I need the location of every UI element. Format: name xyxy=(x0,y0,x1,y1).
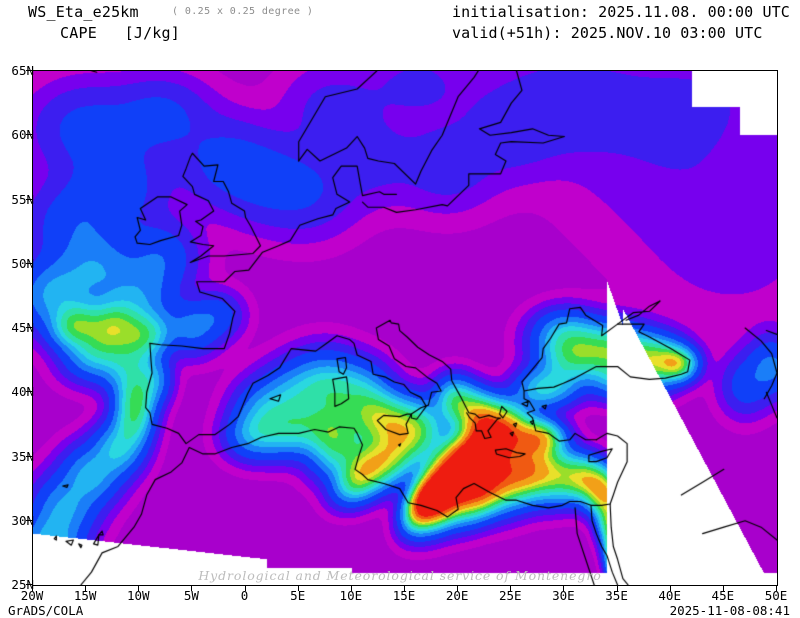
lon-tick xyxy=(85,585,87,591)
lon-label: 5E xyxy=(290,588,306,603)
lon-label: 20E xyxy=(445,588,469,603)
lat-tick xyxy=(26,391,32,393)
lon-tick xyxy=(350,585,352,591)
lat-label: 55N xyxy=(11,191,34,207)
initialisation-time: initialisation: 2025.11.08. 00:00 UTC xyxy=(452,3,790,21)
lon-label: 10E xyxy=(339,588,363,603)
lat-label: 60N xyxy=(11,127,34,143)
lon-tick xyxy=(722,585,724,591)
lon-label: 30E xyxy=(552,588,575,603)
lat-tick xyxy=(26,198,32,200)
lat-label: 35N xyxy=(11,448,34,464)
lon-tick xyxy=(404,585,405,591)
chart-header: WS_Eta_e25km ( 0.25 x 0.25 degree ) CAPE… xyxy=(0,0,800,52)
lat-tick xyxy=(26,327,32,328)
lat-label: 25N xyxy=(11,577,34,592)
lat-tick xyxy=(26,134,32,136)
lon-label: 40E xyxy=(658,588,681,603)
lon-label: 5W xyxy=(183,588,199,603)
model-resolution: ( 0.25 x 0.25 degree ) xyxy=(172,6,314,17)
lon-label: 10W xyxy=(126,588,150,603)
lat-tick xyxy=(26,262,32,264)
render-timestamp: 2025-11-08-08:41 xyxy=(669,603,790,618)
lat-tick xyxy=(26,70,32,71)
lat-label: 40N xyxy=(11,384,34,400)
software-credit: GrADS/COLA xyxy=(8,603,84,618)
lon-label: 25E xyxy=(498,588,522,603)
lon-tick xyxy=(244,585,246,591)
valid-time: valid(+51h): 2025.NOV.10 03:00 UTC xyxy=(452,24,763,42)
lat-tick xyxy=(26,584,32,585)
lon-label: 50E xyxy=(764,588,788,603)
lon-label: 15E xyxy=(392,588,416,603)
lat-label: 30N xyxy=(11,512,34,528)
lat-label: 50N xyxy=(11,255,34,271)
lon-tick xyxy=(563,585,565,591)
lon-label: 35E xyxy=(605,588,628,603)
lat-tick xyxy=(26,455,32,457)
lon-tick xyxy=(776,585,777,591)
lon-tick xyxy=(138,585,140,591)
lon-label: 45E xyxy=(711,588,735,603)
lon-tick xyxy=(457,585,459,591)
lon-label: 15W xyxy=(73,588,97,603)
map-plot-area xyxy=(32,70,778,586)
cape-heatmap-canvas xyxy=(33,71,777,585)
lon-label: 0 xyxy=(240,588,249,603)
model-name: WS_Eta_e25km xyxy=(28,3,139,21)
lon-tick xyxy=(191,585,193,591)
lon-tick xyxy=(32,585,33,591)
field-name: CAPE [J/kg] xyxy=(60,24,180,42)
lon-label: 20W xyxy=(20,588,44,603)
lat-label: 65N xyxy=(11,63,34,78)
lat-label: 45N xyxy=(11,320,34,335)
lon-tick xyxy=(669,585,671,591)
lat-tick xyxy=(26,519,32,521)
lon-tick xyxy=(297,585,299,591)
lon-tick xyxy=(616,585,618,591)
lon-tick xyxy=(510,585,512,591)
